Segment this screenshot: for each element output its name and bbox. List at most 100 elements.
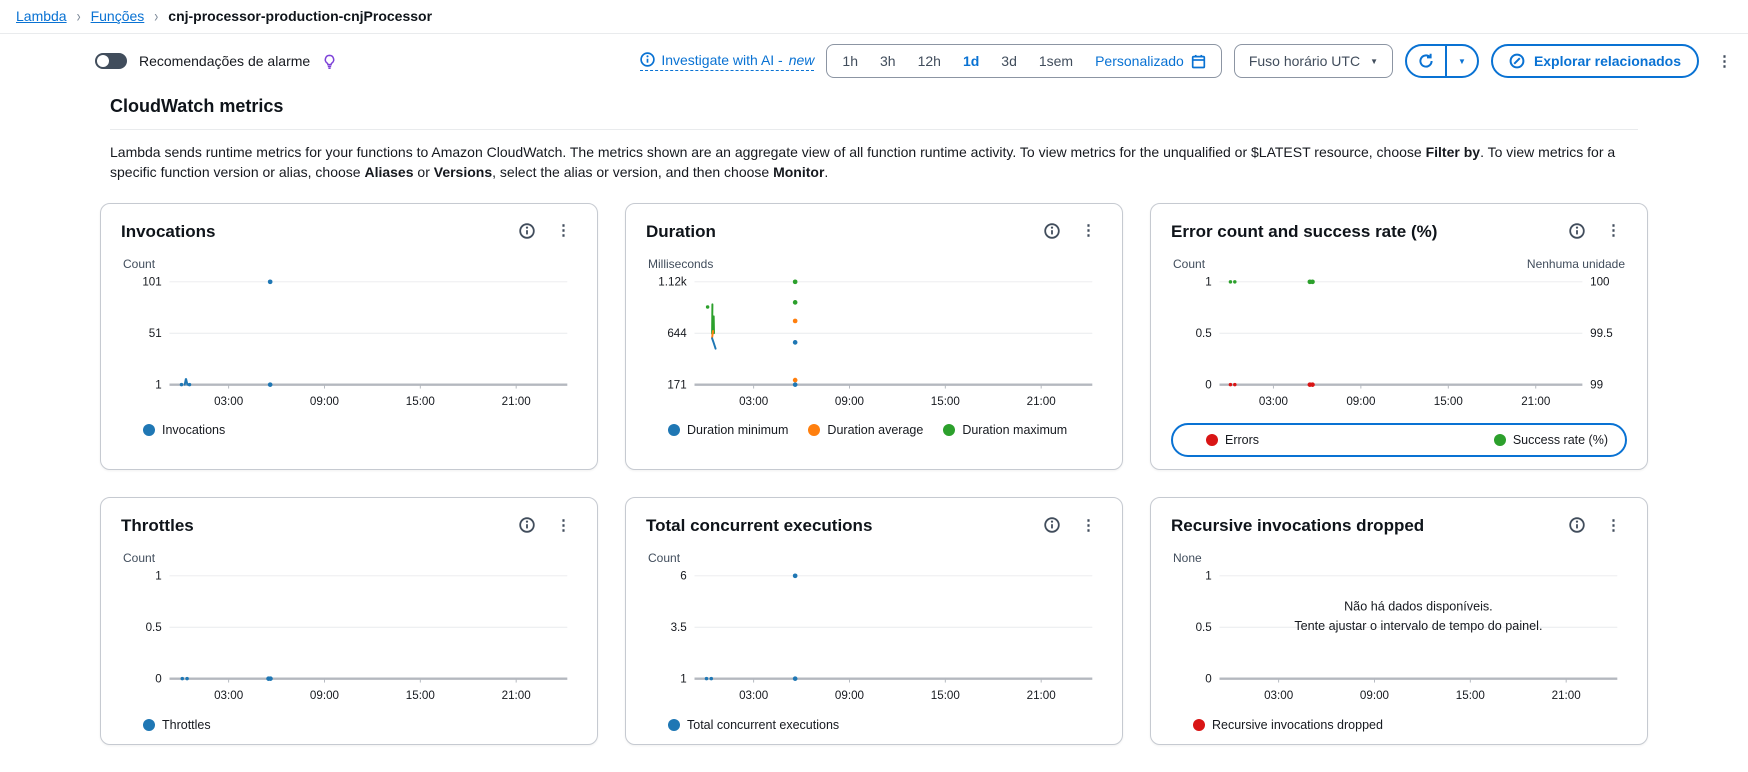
chart-plot[interactable]: 1 0.5 0 03:00 09:00 15:00 21:00 Não há dados di… xyxy=(1171,570,1627,716)
breadcrumb-link[interactable]: Funções xyxy=(90,8,145,24)
svg-text:99.5: 99.5 xyxy=(1590,327,1613,340)
kebab-menu-icon[interactable]: ⋮ xyxy=(1081,222,1096,240)
kebab-menu-icon[interactable]: ⋮ xyxy=(556,222,571,240)
investigate-with-ai-link[interactable]: Investigate with AI - new xyxy=(640,51,815,71)
legend-label: Throttles xyxy=(162,717,211,732)
svg-text:171: 171 xyxy=(667,378,686,391)
kebab-menu-icon[interactable]: ⋮ xyxy=(556,516,571,534)
info-icon[interactable] xyxy=(519,223,535,239)
time-range-3d[interactable]: 3d xyxy=(990,45,1028,77)
svg-text:03:00: 03:00 xyxy=(1264,689,1294,702)
legend-item[interactable]: Errors xyxy=(1195,425,1270,455)
description-text: Lambda sends runtime metrics for your fu… xyxy=(110,144,1426,160)
svg-text:03:00: 03:00 xyxy=(739,689,769,702)
breadcrumb-current: cnj-processor-production-cnjProcessor xyxy=(168,8,433,24)
y-axis-unit: Milliseconds xyxy=(648,256,714,271)
chart-canvas: 1 0.5 0 03:00 09:00 15:00 21:00 xyxy=(146,570,568,702)
legend-item[interactable]: Success rate (%) xyxy=(1483,425,1619,455)
svg-text:09:00: 09:00 xyxy=(835,395,865,408)
y-axis-unit: None xyxy=(1173,551,1202,566)
time-range-custom-button[interactable]: Personalizado xyxy=(1084,45,1217,77)
y-axis-unit-right: Nenhuma unidade xyxy=(1526,256,1625,271)
chart-canvas: 1.12k 644 171 03:00 09:00 15:00 21:00 xyxy=(658,276,1093,408)
chart-plot[interactable]: 1 0.5 0 100 99.5 99 03:00 09:00 15:00 21:00 xyxy=(1171,276,1627,422)
legend-item[interactable]: Throttles xyxy=(143,718,211,732)
kebab-menu-icon[interactable]: ⋮ xyxy=(1717,52,1732,70)
info-icon[interactable] xyxy=(519,517,535,533)
lightbulb-icon[interactable] xyxy=(322,54,337,69)
description-emphasis: Versions xyxy=(433,163,493,180)
time-range-3h[interactable]: 3h xyxy=(869,45,907,77)
chart-title: Duration xyxy=(646,221,716,241)
chart-canvas: 1 0.5 0 03:00 09:00 15:00 21:00 Não há dados di… xyxy=(1196,570,1618,702)
info-icon[interactable] xyxy=(1044,223,1060,239)
svg-text:09:00: 09:00 xyxy=(310,689,340,702)
svg-text:03:00: 03:00 xyxy=(214,689,244,702)
y-axis-unit: Count xyxy=(123,256,156,271)
legend-item[interactable]: Duration minimum xyxy=(668,423,788,437)
refresh-split-button: ▼ xyxy=(1405,44,1479,78)
legend-label: Duration minimum xyxy=(687,423,789,438)
svg-text:03:00: 03:00 xyxy=(739,395,769,408)
investigate-label: Investigate with AI - xyxy=(661,51,783,68)
chart-title: Total concurrent executions xyxy=(646,516,873,536)
alarm-recommendations-toggle[interactable] xyxy=(95,53,127,69)
refresh-options-button[interactable]: ▼ xyxy=(1445,46,1477,76)
svg-text:1: 1 xyxy=(680,673,686,686)
time-range-1d[interactable]: 1d xyxy=(952,45,990,77)
svg-text:09:00: 09:00 xyxy=(1346,395,1376,408)
kebab-menu-icon[interactable]: ⋮ xyxy=(1606,516,1621,534)
info-icon[interactable] xyxy=(1569,517,1585,533)
kebab-menu-icon[interactable]: ⋮ xyxy=(1606,222,1621,240)
legend-item[interactable]: Duration average xyxy=(808,423,923,437)
time-range-1h[interactable]: 1h xyxy=(831,45,869,77)
chevron-right-icon: › xyxy=(154,6,159,26)
svg-text:15:00: 15:00 xyxy=(406,395,436,408)
info-icon[interactable] xyxy=(1569,223,1585,239)
refresh-button[interactable] xyxy=(1407,46,1445,76)
legend-label: Duration average xyxy=(827,423,924,438)
svg-text:09:00: 09:00 xyxy=(835,689,865,702)
svg-text:15:00: 15:00 xyxy=(1456,689,1486,702)
svg-text:09:00: 09:00 xyxy=(1360,689,1390,702)
description-text: . xyxy=(824,163,829,180)
time-range-12h[interactable]: 12h xyxy=(907,45,952,77)
kebab-menu-icon[interactable]: ⋮ xyxy=(1081,516,1096,534)
chart-legend: Invocations xyxy=(121,423,577,437)
chart-plot[interactable]: 1.12k 644 171 03:00 09:00 15:00 21:00 xyxy=(646,276,1102,422)
svg-text:Tente ajustar o intervalo de t: Tente ajustar o intervalo de tempo do pa… xyxy=(1294,619,1542,633)
alarm-recommendations-label: Recomendações de alarme xyxy=(139,53,311,69)
description-emphasis: Monitor xyxy=(773,163,825,180)
chart-plot[interactable]: 1 0.5 0 03:00 09:00 15:00 21:00 xyxy=(121,570,577,716)
legend-item[interactable]: Invocations xyxy=(143,423,225,437)
legend-label: Success rate (%) xyxy=(1512,433,1608,448)
svg-text:03:00: 03:00 xyxy=(214,395,244,408)
chart-canvas: 101 51 1 03:00 09:00 15:00 21:00 xyxy=(142,276,568,408)
chart-plot[interactable]: 101 51 1 03:00 09:00 15:00 21:00 xyxy=(121,276,577,422)
refresh-icon xyxy=(1418,53,1434,69)
legend-item[interactable]: Duration maximum xyxy=(943,423,1067,437)
info-icon[interactable] xyxy=(1044,517,1060,533)
svg-text:100: 100 xyxy=(1590,276,1610,289)
svg-text:0.5: 0.5 xyxy=(1196,327,1212,340)
custom-range-label: Personalizado xyxy=(1095,53,1184,69)
metric-card: Total concurrent executions ⋮ Count 6 3.5… xyxy=(625,497,1123,745)
chart-plot[interactable]: 6 3.5 1 03:00 09:00 15:00 21:00 xyxy=(646,570,1102,716)
legend-label: Errors xyxy=(1225,433,1260,448)
legend-item[interactable]: Recursive invocations dropped xyxy=(1193,718,1383,732)
legend-swatch xyxy=(943,424,956,437)
legend-swatch xyxy=(143,424,155,437)
breadcrumb: Lambda › Funções › cnj-processor-production-… xyxy=(0,0,1748,34)
description-text: , select the alias or version, and then … xyxy=(492,163,774,180)
legend-item[interactable]: Total concurrent executions xyxy=(668,718,839,732)
legend-swatch xyxy=(1206,434,1218,447)
charts-grid: Invocations ⋮ Count 101 51 1 03:00 09:00 15:0… xyxy=(100,202,1648,745)
svg-text:21:00: 21:00 xyxy=(1552,689,1582,702)
time-range-1sem[interactable]: 1sem xyxy=(1028,45,1084,77)
timezone-dropdown[interactable]: Fuso horário UTC ▼ xyxy=(1233,44,1394,78)
legend-swatch xyxy=(808,424,821,437)
breadcrumb-link[interactable]: Lambda xyxy=(16,8,67,24)
svg-text:1: 1 xyxy=(1205,570,1211,583)
explore-related-button[interactable]: Explorar relacionados xyxy=(1490,44,1699,78)
svg-text:0: 0 xyxy=(1205,673,1212,686)
